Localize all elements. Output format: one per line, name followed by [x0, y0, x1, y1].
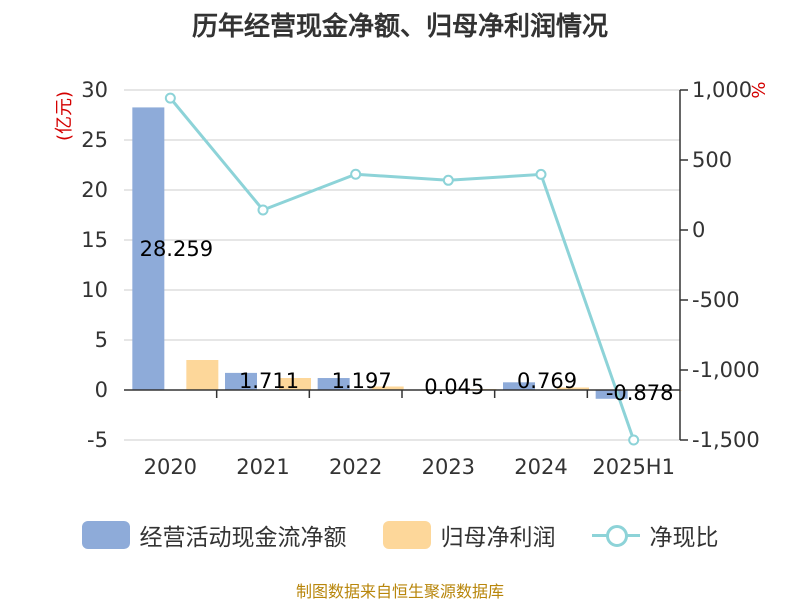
legend-item-ratio[interactable]: 净现比: [591, 518, 719, 552]
bar-profit: [371, 386, 404, 390]
legend-item-cashflow[interactable]: 经营活动现金流净额: [81, 518, 347, 552]
ratio-point: [535, 168, 547, 180]
y-left-tick-label: 30: [81, 78, 108, 102]
ratio-point: [350, 168, 362, 180]
bar-cashflow: [317, 378, 350, 390]
x-tick-label: 2021: [236, 455, 289, 479]
x-tick-label: 2020: [144, 455, 197, 479]
y-right-tick-label: 0: [692, 218, 705, 242]
ratio-point: [628, 434, 640, 446]
data-label-cashflow: 1.711: [239, 369, 299, 393]
y-left-tick-label: 0: [95, 378, 108, 402]
bar-cashflow: [225, 372, 257, 390]
ratio-line-path: [169, 97, 636, 441]
y-left-tick-label: 5: [95, 328, 108, 352]
left-axis-label: (亿元): [54, 91, 75, 141]
legend-item-profit[interactable]: 归母净利润: [382, 518, 556, 552]
y-left-tick-label: -5: [87, 428, 108, 452]
legend-label-ratio: 净现比: [649, 525, 719, 551]
axes: 30 25 20 15 10 5 0 -5 1,000 500 0 -500 -1,000 -1,500 2…: [81, 78, 759, 479]
bar-cashflow: [503, 382, 535, 390]
y-right-tick-label: -500: [692, 288, 740, 312]
y-left-tick-label: 10: [81, 278, 108, 302]
x-tick-label: 2023: [422, 455, 475, 479]
right-axis-unit: %: [747, 81, 768, 98]
ratio-line: [164, 92, 640, 446]
data-label-cashflow: -0.878: [606, 381, 674, 405]
legend-swatch-profit: [382, 521, 431, 549]
legend-swatch-cashflow: [81, 521, 130, 549]
y-left-tick-label: 15: [81, 228, 108, 252]
bar-cashflow: [595, 390, 628, 399]
x-tick-label: 2025H1: [592, 455, 675, 479]
y-right-tick-label: -1,500: [692, 428, 760, 452]
bar-profit: [557, 387, 589, 390]
y-right-tick-label: 500: [692, 148, 732, 172]
y-left-tick-label: 20: [81, 178, 108, 202]
legend-label-cashflow: 经营活动现金流净额: [139, 525, 347, 551]
chart-title: 历年经营现金净额、归母净利润情况: [191, 12, 608, 42]
data-label-cashflow: 28.259: [140, 237, 213, 261]
ratio-point: [164, 92, 176, 104]
legend-swatch-ratio: [591, 521, 640, 549]
data-labels: 28.259 1.711 1.197 0.045 0.769 -0.878: [140, 237, 674, 405]
data-label-cashflow: 0.769: [517, 369, 577, 393]
legend: 经营活动现金流净额 归母净利润 净现比: [0, 515, 800, 555]
bar-cashflow: [132, 107, 165, 390]
data-label-cashflow: 1.197: [332, 369, 392, 393]
y-right-tick-label: -1,000: [692, 358, 760, 382]
legend-label-profit: 归母净利润: [440, 525, 556, 551]
source-note: 制图数据来自恒生聚源数据库: [295, 582, 504, 601]
ratio-point: [442, 174, 454, 186]
ratio-point: [257, 204, 269, 216]
bar-profit: [279, 378, 311, 390]
bar-profit: [186, 360, 219, 390]
y-right-tick-label: 1,000: [692, 78, 752, 102]
data-label-cashflow: 0.045: [424, 375, 484, 399]
x-tick-label: 2022: [329, 455, 382, 479]
x-tick-label: 2024: [514, 455, 567, 479]
y-left-tick-label: 25: [81, 128, 108, 152]
